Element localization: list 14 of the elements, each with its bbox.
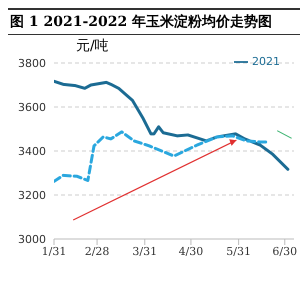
x-tick-label: 2/28 — [84, 244, 110, 258]
y-axis-title: 元/吨 — [76, 37, 109, 55]
x-tick-label: 4/30 — [178, 244, 204, 258]
x-tick-label: 3/31 — [132, 244, 158, 258]
y-tick-label: 3200 — [18, 188, 46, 202]
y-tick-label: 3800 — [18, 56, 46, 70]
y-tick-label: 3000 — [18, 232, 46, 246]
x-tick-label: 1/31 — [42, 244, 66, 258]
y-tick-label: 3600 — [18, 100, 46, 114]
legend-label: 2021 — [252, 55, 280, 68]
x-tick-label: 6/30 — [272, 244, 298, 258]
chart-title: 图 1 2021-2022 年玉米淀粉均价走势图 — [8, 8, 300, 35]
y-tick-label: 3400 — [18, 144, 46, 158]
x-tick-label: 5/31 — [226, 244, 251, 258]
